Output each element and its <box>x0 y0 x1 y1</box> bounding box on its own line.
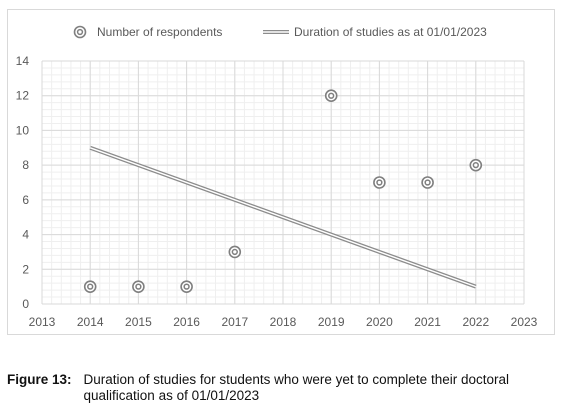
data-point-inner <box>87 283 94 290</box>
caption-text: Duration of studies for students who wer… <box>83 372 509 403</box>
x-tick-label: 2014 <box>77 315 104 329</box>
data-point-inner <box>231 248 238 256</box>
legend-label: Number of respondents <box>97 25 222 39</box>
x-tick-label: 2023 <box>511 315 538 329</box>
y-tick-label: 6 <box>22 193 29 207</box>
x-tick-label: 2022 <box>462 315 489 329</box>
figure-caption: Figure 13: Duration of studies for stude… <box>7 372 573 404</box>
y-tick-label: 10 <box>16 123 30 137</box>
y-tick-label: 14 <box>16 54 30 68</box>
legend-label: Duration of studies as at 01/01/2023 <box>294 25 487 39</box>
data-point-inner <box>424 179 431 186</box>
data-point-inner <box>376 179 383 186</box>
legend-marker-inner <box>76 28 84 36</box>
data-point-inner <box>328 92 335 99</box>
caption-label: Figure 13: <box>7 372 72 387</box>
x-tick-label: 2020 <box>366 315 393 329</box>
data-point-inner <box>135 283 142 290</box>
trend-line-inner <box>89 147 477 288</box>
chart-svg: 0 2 4 6 8 10 12 14 2013 2014 2015 2016 2017 2018 2019 2… <box>16 25 538 329</box>
x-tick-label: 2019 <box>318 315 345 329</box>
x-tick-label: 2018 <box>270 315 297 329</box>
data-point-inner <box>472 161 479 169</box>
y-tick-label: 12 <box>16 89 30 103</box>
y-tick-label: 4 <box>22 228 29 242</box>
y-tick-label: 2 <box>22 262 29 276</box>
data-point-inner <box>183 283 190 290</box>
x-tick-label: 2013 <box>29 315 56 329</box>
y-tick-label: 0 <box>22 297 29 311</box>
x-tick-label: 2016 <box>173 315 200 329</box>
x-tick-label: 2015 <box>125 315 152 329</box>
x-tick-label: 2017 <box>221 315 248 329</box>
y-tick-label: 8 <box>22 158 29 172</box>
x-tick-label: 2021 <box>414 315 441 329</box>
